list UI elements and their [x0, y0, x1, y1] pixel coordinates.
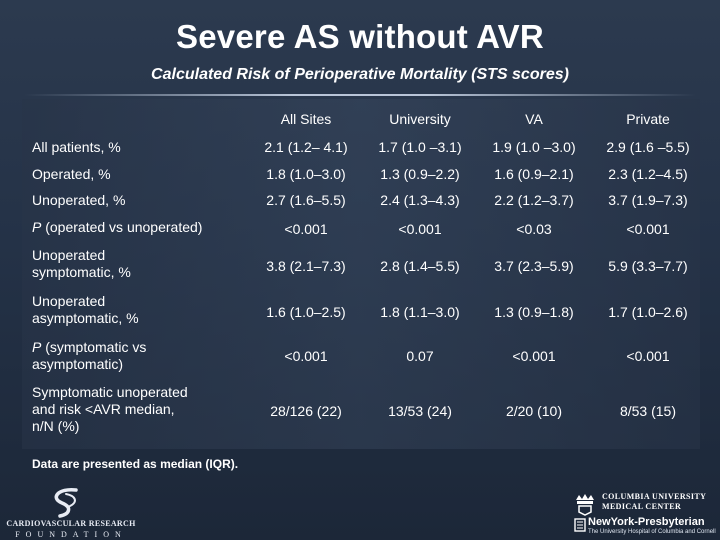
table-cell: 2/20 (10)	[505, 403, 563, 419]
nyp-logo-text: NewYork-Presbyterian	[588, 516, 705, 528]
column-header-private: Private	[626, 111, 670, 127]
table-cell: 3.8 (2.1–7.3)	[266, 258, 346, 274]
row-label-line: asymptomatic)	[32, 356, 124, 372]
table-cell: 1.7 (1.0–2.6)	[608, 304, 688, 320]
table-cell: 1.7 (1.0 –3.1)	[378, 139, 462, 155]
row-label: Symptomatic unoperated and risk <AVR medi…	[32, 384, 252, 435]
row-label-line: n/N (%)	[32, 418, 80, 434]
row-label-line: asymptomatic, %	[32, 310, 139, 326]
row-label: Unoperated asymptomatic, %	[32, 293, 252, 327]
table-cell: 1.3 (0.9–1.8)	[494, 304, 574, 320]
p-symbol: P	[32, 219, 42, 235]
footnote: Data are presented as median (IQR).	[32, 457, 239, 471]
table-cell: 2.2 (1.2–3.7)	[494, 192, 574, 208]
table-cell: 2.8 (1.4–5.5)	[380, 258, 460, 274]
slide-title: Severe AS without AVR	[176, 18, 544, 55]
column-header-university: University	[389, 111, 451, 127]
table-cell: 1.8 (1.0–3.0)	[266, 166, 346, 182]
table-cell: 2.7 (1.6–5.5)	[266, 192, 346, 208]
table-cell: 0.07	[406, 348, 434, 364]
columbia-logo-subtext: MEDICAL CENTER	[602, 502, 682, 511]
row-label-line: Symptomatic unoperated	[32, 384, 188, 400]
row-label-line: symptomatic, %	[32, 264, 131, 280]
row-label: All patients, %	[32, 139, 121, 155]
row-label-line: Unoperated	[32, 293, 106, 309]
table-cell: 2.3 (1.2–4.5)	[608, 166, 688, 182]
table-cell: 3.7 (2.3–5.9)	[494, 258, 574, 274]
table-cell: 2.1 (1.2– 4.1)	[264, 139, 348, 155]
table-cell: 3.7 (1.9–7.3)	[608, 192, 688, 208]
slide-subtitle: Calculated Risk of Perioperative Mortali…	[151, 66, 569, 83]
row-label: Unoperated, %	[32, 192, 126, 208]
row-label: P (symptomatic vs asymptomatic)	[32, 339, 252, 373]
table-cell: 5.9 (3.3–7.7)	[608, 258, 688, 274]
table-cell: 2.4 (1.3–4.3)	[380, 192, 460, 208]
crf-logo-subtext: FOUNDATION	[15, 530, 127, 539]
table-cell: <0.001	[512, 348, 556, 364]
column-header-all-sites: All Sites	[280, 111, 332, 127]
row-label-line: and risk <AVR median,	[32, 401, 175, 417]
title-divider	[24, 94, 696, 96]
table-cell: 8/53 (15)	[619, 403, 677, 419]
row-label: Operated, %	[32, 166, 111, 182]
table-cell: 1.6 (1.0–2.5)	[266, 304, 346, 320]
row-label: Unoperated symptomatic, %	[32, 247, 252, 281]
column-header-va: VA	[525, 111, 543, 127]
table-cell: <0.001	[398, 221, 442, 237]
table-cell: <0.001	[626, 348, 670, 364]
results-table	[22, 99, 700, 449]
row-label-line: Unoperated	[32, 247, 106, 263]
table-cell: 28/126 (22)	[270, 403, 342, 419]
row-label-text: (operated vs unoperated)	[41, 219, 203, 235]
table-cell: <0.03	[516, 221, 552, 237]
table-cell: 1.3 (0.9–2.2)	[380, 166, 460, 182]
table-cell: 13/53 (24)	[388, 403, 452, 419]
nyp-mark-icon	[574, 518, 586, 532]
table-cell: <0.001	[284, 348, 328, 364]
crf-logo-text: CARDIOVASCULAR RESEARCH	[6, 519, 136, 528]
columbia-crown-icon	[576, 494, 594, 516]
table-cell: 2.9 (1.6 –5.5)	[606, 139, 690, 155]
table-cell: <0.001	[626, 221, 670, 237]
row-label-text: (symptomatic vs	[41, 339, 147, 355]
row-label: P (operated vs unoperated)	[32, 219, 262, 236]
nyp-logo-subtext: The University Hospital of Columbia and …	[588, 529, 716, 535]
table-cell: <0.001	[284, 221, 328, 237]
table-cell: 1.8 (1.1–3.0)	[380, 304, 460, 320]
table-cell: 1.9 (1.0 –3.0)	[492, 139, 576, 155]
crf-logo-icon	[54, 488, 78, 518]
table-cell: 1.6 (0.9–2.1)	[494, 166, 574, 182]
columbia-logo-text: COLUMBIA UNIVERSITY	[602, 492, 707, 501]
p-symbol: P	[32, 339, 42, 355]
